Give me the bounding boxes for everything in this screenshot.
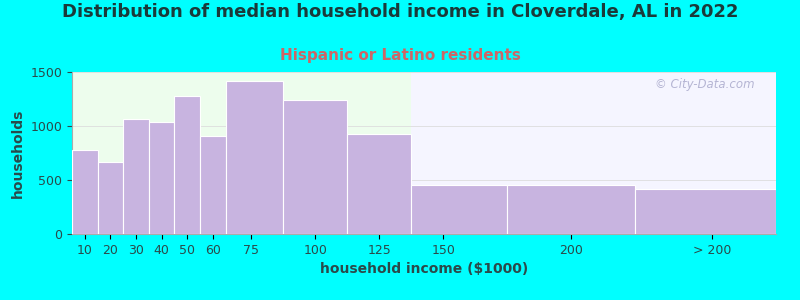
Bar bbox=[149, 122, 174, 234]
Bar bbox=[174, 96, 200, 234]
Text: © City-Data.com: © City-Data.com bbox=[655, 79, 755, 92]
Bar bbox=[411, 185, 507, 234]
Bar bbox=[226, 81, 283, 234]
Bar bbox=[72, 150, 98, 234]
Bar bbox=[635, 189, 776, 234]
Y-axis label: households: households bbox=[11, 108, 25, 198]
Bar bbox=[347, 134, 411, 234]
Bar bbox=[98, 162, 123, 234]
Bar bbox=[72, 72, 411, 234]
Bar bbox=[411, 72, 776, 234]
Text: Hispanic or Latino residents: Hispanic or Latino residents bbox=[279, 48, 521, 63]
Text: Distribution of median household income in Cloverdale, AL in 2022: Distribution of median household income … bbox=[62, 3, 738, 21]
Bar bbox=[507, 185, 635, 234]
Bar bbox=[200, 136, 226, 234]
Bar bbox=[123, 119, 149, 234]
Bar bbox=[283, 100, 347, 234]
X-axis label: household income ($1000): household income ($1000) bbox=[320, 262, 528, 276]
